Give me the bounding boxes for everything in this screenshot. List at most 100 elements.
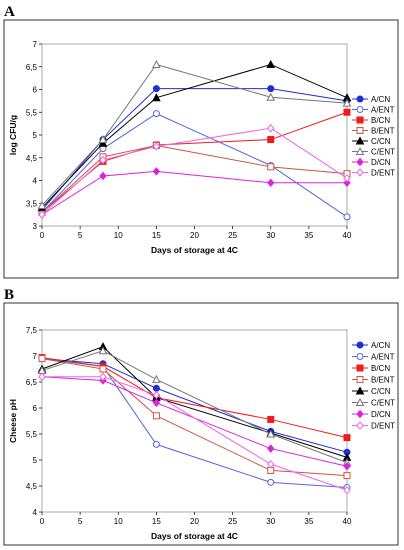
chart-a-xtick-label: 10 bbox=[114, 231, 123, 240]
chart-b-legend-label: A/CN bbox=[371, 341, 390, 350]
chart-a-legend-label: B/CN bbox=[371, 116, 390, 125]
chart-a-series-c-ent bbox=[37, 59, 352, 210]
chart-b-ytick-label: 7 bbox=[33, 352, 38, 361]
chart-a-legend-label: D/CN bbox=[371, 158, 391, 167]
chart-b-series-b-ent bbox=[38, 355, 351, 480]
chart-a-legend-item-a-ent: A/ENT bbox=[352, 106, 395, 115]
chart-a-point-a-cn bbox=[152, 85, 160, 93]
chart-a-legend-label: C/CN bbox=[371, 137, 391, 146]
chart-b-xtick-label: 40 bbox=[343, 517, 352, 526]
chart-b-point-c-ent bbox=[152, 374, 161, 383]
chart-a-legend-marker bbox=[356, 168, 364, 177]
chart-a-point-c-ent bbox=[266, 92, 276, 101]
chart-a-point-d-ent bbox=[267, 123, 275, 133]
chart-b-point-d-ent bbox=[152, 390, 161, 400]
chart-a-ytick-label: 6 bbox=[33, 86, 38, 95]
chart-b-legend-label: D/ENT bbox=[371, 422, 395, 431]
chart-a-xtick-label: 5 bbox=[78, 231, 83, 240]
chart-b-xtick-label: 15 bbox=[152, 517, 161, 526]
chart-b-series-d-cn bbox=[38, 372, 351, 471]
chart-a-point-a-ent bbox=[152, 110, 160, 118]
chart-b-legend-marker bbox=[356, 353, 364, 360]
chart-b-ytick-label: 4 bbox=[33, 508, 38, 517]
chart-b-xtick-label: 25 bbox=[228, 517, 237, 526]
chart-b-legend-item-b-cn: B/CN bbox=[352, 364, 390, 373]
chart-b-legend-item-a-cn: A/CN bbox=[352, 341, 390, 350]
chart-a-xtick-label: 20 bbox=[190, 231, 199, 240]
chart-b-point-b-cn bbox=[343, 434, 351, 442]
chart-b-point-d-ent bbox=[267, 459, 275, 469]
chart-a-legend-marker bbox=[356, 106, 364, 113]
chart-a-ytick-label: 7 bbox=[33, 40, 38, 49]
chart-b-legend-label: A/ENT bbox=[371, 353, 395, 362]
chart-a-point-d-cn bbox=[343, 178, 351, 188]
chart-a-legend-label: B/ENT bbox=[371, 127, 395, 136]
chart-a-point-b-cn bbox=[267, 136, 275, 144]
chart-b-point-b-cn bbox=[267, 415, 275, 423]
chart-b-point-d-ent bbox=[99, 372, 107, 382]
chart-b: 4 4,5 5 5,5 6 6,5 7 7,5 0 5 10 15 20 25 30 35 40 Days of … bbox=[3, 302, 399, 546]
chart-a-point-d-ent bbox=[38, 210, 46, 219]
chart-b-xtick-label: 10 bbox=[114, 517, 123, 526]
chart-a-xtick-label: 30 bbox=[266, 231, 275, 240]
chart-a-ytick-label: 5,5 bbox=[26, 108, 38, 117]
chart-b-ytick-label: 6 bbox=[33, 404, 38, 413]
chart-b-legend-item-b-ent: B/ENT bbox=[352, 376, 395, 385]
chart-a-legend-marker bbox=[356, 95, 364, 103]
chart-b-point-c-ent bbox=[266, 429, 276, 438]
chart-a-legend-item-b-ent: B/ENT bbox=[352, 127, 395, 136]
chart-a-legend-marker bbox=[355, 136, 365, 145]
chart-a-legend-item-c-ent: C/ENT bbox=[352, 146, 395, 157]
chart-b-ytick-label: 4,5 bbox=[26, 482, 38, 491]
chart-b-legend-item-d-ent: D/ENT bbox=[352, 421, 395, 431]
chart-a-xtick-label: 25 bbox=[228, 231, 237, 240]
chart-a-legend-label: C/ENT bbox=[371, 148, 395, 157]
chart-b-legend-label: D/CN bbox=[371, 410, 391, 419]
chart-a-ytick-label: 6,5 bbox=[26, 63, 38, 72]
chart-b-point-a-cn bbox=[152, 384, 160, 392]
chart-a-series-d-ent bbox=[38, 123, 351, 219]
chart-a-xtick-label: 35 bbox=[304, 231, 313, 240]
chart-a-point-c-ent bbox=[152, 59, 161, 68]
chart-b-point-b-ent bbox=[152, 412, 160, 420]
chart-a-legend-marker bbox=[355, 146, 365, 155]
chart-a-legend-marker bbox=[356, 116, 364, 124]
chart-b-legend-label: C/ENT bbox=[371, 399, 395, 408]
chart-b-point-a-ent bbox=[267, 478, 275, 486]
chart-b-legend-item-d-cn: D/CN bbox=[352, 409, 391, 419]
chart-b-legend-item-c-cn: C/CN bbox=[352, 386, 391, 396]
chart-a-ytick-label: 4,5 bbox=[26, 154, 38, 163]
chart-b-point-d-cn bbox=[267, 444, 275, 453]
chart-a-xtick-label: 0 bbox=[40, 231, 45, 240]
chart-b-point-c-ent bbox=[98, 346, 108, 355]
chart-b-ytick-label: 5,5 bbox=[26, 430, 38, 439]
chart-a-legend-item-b-cn: B/CN bbox=[352, 116, 390, 125]
panel-label-b: B bbox=[4, 287, 15, 303]
chart-a-point-c-ent bbox=[342, 98, 352, 107]
chart-b-point-b-ent bbox=[38, 355, 46, 363]
chart-a-frame bbox=[3, 19, 399, 279]
chart-b-legend-marker bbox=[356, 364, 364, 372]
chart-a-point-b-ent bbox=[267, 163, 275, 171]
chart-b-series-d-ent bbox=[38, 372, 351, 495]
chart-a-legend-item-d-ent: D/ENT bbox=[352, 168, 395, 178]
chart-a-point-d-ent bbox=[99, 155, 107, 165]
chart-a-point-d-ent bbox=[152, 142, 161, 151]
chart-a-xaxis-title: Days of storage at 4C bbox=[151, 245, 238, 255]
chart-a: 3 3,5 4 4,5 5 5,5 6 6,5 7 0 5 10 15 20 25 30 35 40 Days of… bbox=[3, 19, 399, 279]
chart-b-legend-marker bbox=[356, 341, 364, 349]
chart-b-legend-marker bbox=[356, 409, 364, 419]
chart-a-point-d-cn bbox=[99, 171, 107, 181]
chart-a-xtick-label: 40 bbox=[343, 231, 352, 240]
chart-a-legend-label: D/ENT bbox=[371, 169, 395, 178]
chart-b-ytick-label: 5 bbox=[33, 456, 38, 465]
chart-b-series-c-ent bbox=[37, 346, 352, 467]
chart-b-xtick-label: 5 bbox=[78, 517, 83, 526]
chart-b-ytick-label: 6,5 bbox=[26, 378, 38, 387]
chart-a-legend-item-a-cn: A/CN bbox=[352, 95, 390, 104]
chart-b-legend-marker bbox=[356, 421, 364, 430]
chart-a-point-d-cn bbox=[152, 167, 161, 176]
chart-b-xtick-label: 35 bbox=[304, 517, 313, 526]
chart-b-legend-marker bbox=[355, 386, 365, 395]
chart-b-legend-label: C/CN bbox=[371, 387, 391, 396]
